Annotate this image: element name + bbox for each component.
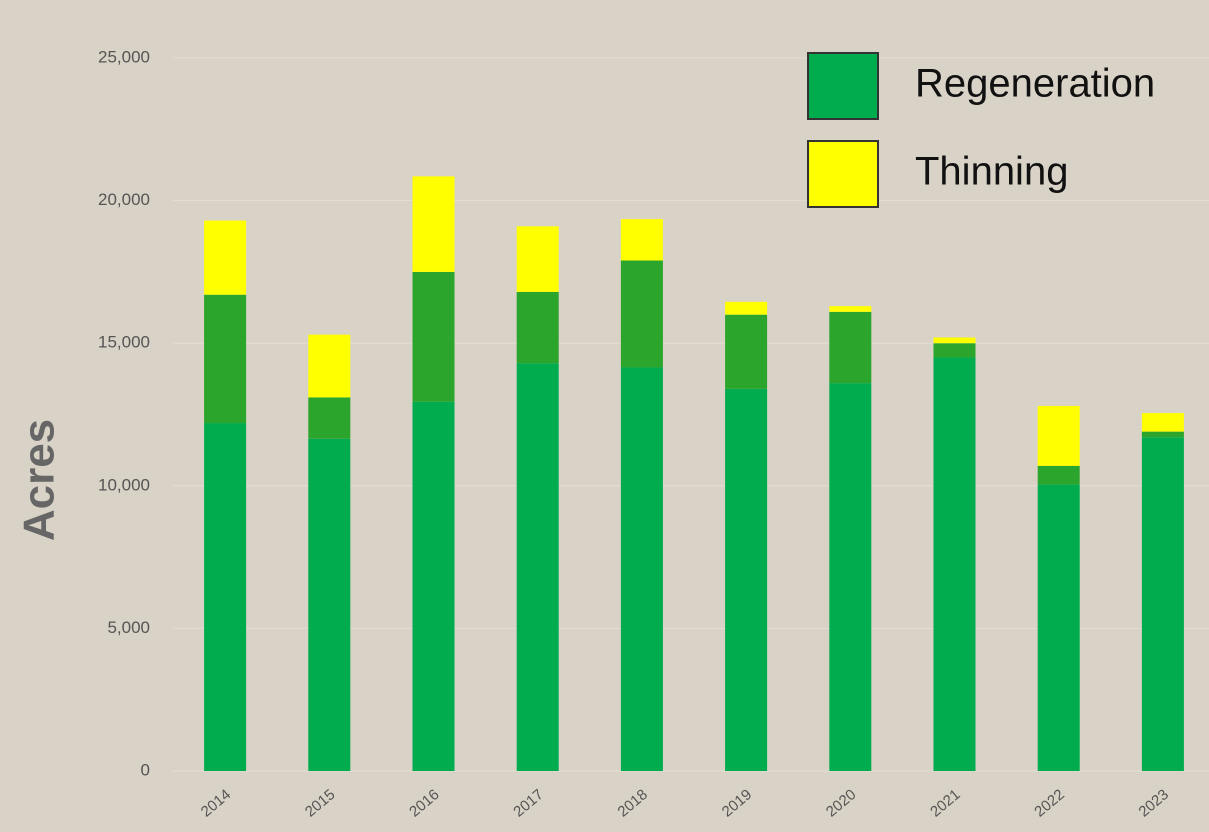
bar-segment — [204, 294, 247, 424]
bar-segment — [1037, 484, 1080, 771]
y-tick-label: 25,000 — [98, 47, 150, 66]
legend-swatch — [807, 140, 879, 208]
bar-segment — [725, 301, 768, 315]
bar-segment — [308, 397, 351, 439]
x-tick-label: 2017 — [510, 786, 546, 820]
bar-segment — [725, 314, 768, 389]
bar-segment — [620, 367, 663, 771]
bar-segment — [1037, 465, 1080, 485]
bar-segment — [516, 363, 559, 771]
x-tick-label: 2015 — [302, 786, 338, 820]
bar-segment — [1141, 437, 1184, 771]
bar-segment — [204, 423, 247, 771]
bar-segment — [412, 271, 455, 402]
x-tick-label: 2020 — [823, 786, 859, 820]
bar-segment — [620, 219, 663, 261]
y-tick-label: 10,000 — [98, 475, 150, 494]
legend-swatch — [807, 52, 879, 120]
x-tick-label: 2019 — [719, 786, 755, 820]
bar-segment — [412, 176, 455, 272]
bar-segment — [725, 388, 768, 771]
bar-segment — [516, 291, 559, 364]
x-tick-label: 2022 — [1031, 786, 1067, 820]
x-tick-label: 2023 — [1136, 786, 1172, 820]
bar-segment — [620, 260, 663, 368]
bar-segment — [1141, 413, 1184, 432]
y-tick-label: 5,000 — [107, 618, 150, 637]
x-tick-label: 2021 — [927, 786, 963, 820]
bar-segment — [1037, 405, 1080, 466]
bar-segment — [933, 357, 976, 771]
bar-segment — [829, 311, 872, 384]
legend-label: Thinning — [915, 150, 1068, 194]
bar-segment — [829, 306, 872, 312]
y-axis-label: Acres — [15, 419, 64, 541]
bar-segment — [1141, 431, 1184, 438]
x-tick-label: 2016 — [406, 786, 442, 820]
bar-segment — [829, 383, 872, 771]
legend-label: Regeneration — [915, 62, 1155, 106]
bar-segment — [412, 401, 455, 771]
x-tick-label: 2014 — [198, 786, 234, 820]
bar-segment — [204, 220, 247, 295]
bar-segment — [308, 438, 351, 771]
bar-segment — [516, 226, 559, 292]
bar-segment — [308, 334, 351, 398]
x-tick-label: 2018 — [615, 786, 651, 820]
y-tick-label: 0 — [141, 760, 150, 779]
y-tick-label: 20,000 — [98, 190, 150, 209]
bar-segment — [933, 337, 976, 344]
bar-segment — [933, 343, 976, 358]
y-tick-label: 15,000 — [98, 333, 150, 352]
